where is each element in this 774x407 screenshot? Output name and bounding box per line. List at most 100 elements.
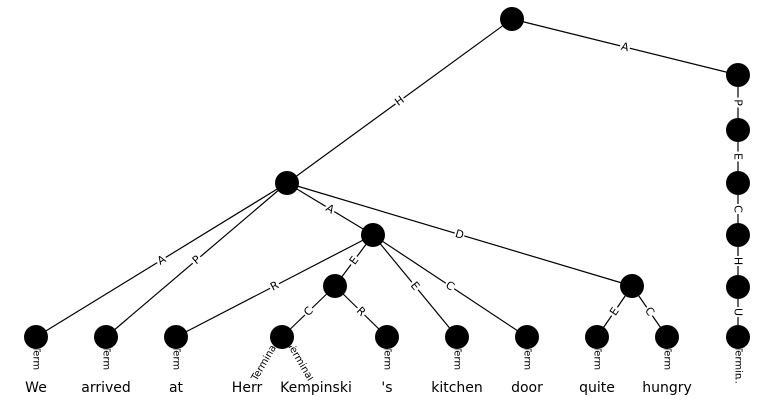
terminal-edge-label: Terminal [592, 345, 603, 388]
edge-label-bg [732, 256, 745, 266]
node-hnode [275, 171, 299, 195]
node-kitchen [445, 325, 469, 349]
edge-label-bg [353, 303, 370, 320]
token-word: hungry [642, 380, 692, 396]
node-a4 [726, 223, 750, 247]
terminal-edge-label: Terminal [382, 345, 393, 388]
node-anode [361, 223, 385, 247]
edge-label-group: E [407, 277, 424, 294]
edge-label-group: C [641, 303, 659, 320]
edge-label-group: H [391, 92, 408, 109]
edge-label: C [732, 205, 745, 213]
edge-label-bg [732, 307, 745, 317]
words-layer: We arrived at Herr Kempinski 's kitchen door qui… [25, 380, 692, 396]
edge-root-a1: A [511, 18, 739, 76]
svg-text:Terminal: Terminal [101, 345, 112, 388]
node-enode [323, 274, 347, 298]
node-a1 [726, 63, 750, 87]
token-word: Herr [232, 380, 263, 396]
edge-label-bg [300, 302, 317, 320]
edge-label: P [732, 99, 745, 106]
node-we [24, 325, 48, 349]
svg-text:Terminal: Terminal [733, 345, 744, 388]
svg-text:Terminal: Terminal [662, 345, 673, 388]
edge-label-group: C [442, 277, 459, 294]
edge-label: H [392, 93, 406, 108]
node-root [500, 7, 524, 31]
edge-label-group: C [732, 204, 745, 214]
token-word: Kempinski [280, 380, 352, 396]
terminal-edge-label: Terminal [662, 345, 673, 388]
svg-text:Terminal: Terminal [382, 345, 393, 388]
edge-label-group: A [618, 39, 632, 55]
edge-label: E [732, 153, 745, 160]
edge-label: A [620, 40, 631, 55]
svg-text:Terminal: Terminal [592, 345, 603, 388]
edge-label-bg [345, 252, 362, 269]
edge-label-bg [266, 277, 282, 294]
edge-label-bg [732, 151, 745, 162]
token-word: at [169, 380, 184, 396]
edge-label-bg [732, 97, 745, 108]
edge-anode-door: C [372, 234, 528, 338]
edge-root-hnode: H [286, 18, 513, 184]
token-word: arrived [81, 380, 131, 396]
token-word: quite [579, 380, 615, 396]
terminal-edge-label: Terminal [171, 345, 182, 388]
node-at [164, 325, 188, 349]
edge-hnode-dnode: D [286, 182, 633, 287]
edge-label-bg [442, 277, 459, 294]
node-dnode [620, 274, 644, 298]
node-cnode [270, 325, 294, 349]
node-a6 [726, 325, 750, 349]
edge-label-group: E [732, 151, 745, 162]
svg-text:Terminal: Terminal [249, 341, 280, 384]
edge-label-group: H [732, 256, 745, 266]
node-quite [585, 325, 609, 349]
edge-anode-at: R [175, 234, 374, 338]
edge-label-bg [153, 251, 169, 268]
edge-label-group: D [452, 226, 467, 242]
edge-label-bg [605, 303, 623, 320]
edge-label: U [732, 308, 745, 316]
edge-enode-s: R [334, 285, 388, 338]
svg-text:Terminal: Terminal [522, 345, 533, 388]
svg-text:Terminal: Terminal [31, 345, 42, 388]
terminal-edge-label: Terminal... [733, 345, 744, 388]
edge-enode-cnode: C [281, 285, 336, 338]
terminal-edge-label: Terminal [101, 345, 112, 388]
terminal-edge-label: Terminal [452, 345, 463, 388]
svg-text:Terminal: Terminal [452, 345, 463, 388]
token-word: We [25, 380, 47, 396]
edge-label-bg [322, 200, 338, 217]
edge-label-bg [641, 303, 659, 320]
edge-label-group: P [732, 97, 745, 108]
token-word: door [511, 380, 543, 396]
nodes-layer [24, 7, 750, 349]
node-a5 [726, 275, 750, 299]
svg-text:Terminal: Terminal [171, 345, 182, 388]
node-hungry [655, 325, 679, 349]
node-a2 [726, 118, 750, 142]
terminal-edge-label: Terminal [31, 345, 42, 388]
token-word: 's [381, 380, 392, 396]
edge-label-group: R [266, 277, 282, 294]
terminal-edge-label: Terminal [522, 345, 533, 388]
node-arrived [94, 325, 118, 349]
edge-label-group: A [153, 251, 169, 268]
terminal-edge-label: Terminal [249, 341, 280, 384]
edge-label-bg [618, 39, 632, 55]
edge-label-bg [188, 251, 205, 268]
edge-label-group: E [605, 303, 623, 320]
node-a3 [726, 171, 750, 195]
node-s [375, 325, 399, 349]
edge-label-group: U [732, 307, 745, 317]
edge-anode-kitchen: E [372, 234, 458, 338]
edge-label-bg [407, 277, 424, 294]
edge-hnode-anode: A [286, 182, 374, 236]
ellipsis: ... [733, 374, 744, 384]
edge-hnode-arrived: P [105, 182, 288, 338]
edge-label-group: E [345, 252, 362, 269]
edge-label: H [732, 257, 745, 265]
